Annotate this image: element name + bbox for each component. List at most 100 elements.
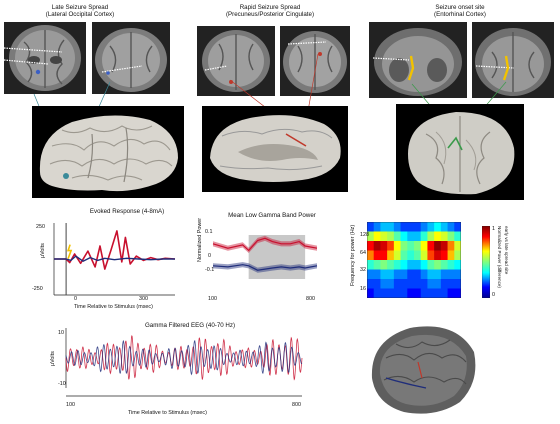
brain-3d-render — [366, 318, 480, 420]
gamma-power-ytick-neg: -0.1 — [205, 267, 215, 273]
heatmap-cell — [427, 231, 435, 242]
evoked-xtick-300: 300 — [139, 296, 148, 302]
heatmap-cell — [380, 231, 388, 242]
heatmap-cell — [447, 231, 455, 242]
heatmap-cell — [420, 269, 428, 280]
mri-slice-late-2 — [92, 22, 170, 94]
brain-surface-ventral — [396, 104, 524, 200]
gamma-power-ytick-0: 0 — [208, 253, 211, 259]
heatmap-cell — [387, 269, 395, 280]
heatmap-cell — [380, 269, 388, 280]
heatmap-cell — [393, 260, 401, 270]
heatmap-cell — [434, 288, 442, 298]
heatmap-cell — [440, 288, 448, 298]
gamma-eeg-series-red — [65, 335, 303, 381]
heatmap-cell — [393, 269, 401, 280]
heatmap-cell — [427, 241, 435, 251]
heatmap-cell — [420, 231, 428, 242]
heatmap-cell — [400, 222, 408, 232]
heatmap-cell — [447, 241, 455, 251]
heatmap-cell — [414, 231, 422, 242]
gamma-eeg-xtick-100: 100 — [66, 402, 75, 408]
heatmap-cell — [440, 269, 448, 280]
gamma-power-ytick-1: 0.1 — [205, 229, 213, 235]
evoked-series-blue — [54, 255, 175, 262]
heatmap-cell — [380, 241, 388, 251]
evoked-plot-area — [54, 230, 176, 270]
caption-onset-title: Seizure onset site — [435, 4, 485, 11]
heatmap-cell — [367, 269, 375, 280]
stimulus-bolt-icon — [66, 244, 73, 259]
heatmap-ytick-32: 32 — [360, 267, 366, 273]
heatmap-cell — [420, 241, 428, 251]
heatmap-cell — [393, 241, 401, 251]
heatmap-cell — [407, 241, 415, 251]
heatmap-cell — [414, 260, 422, 270]
heatmap-cell — [447, 279, 455, 289]
caption-late-title: Late Seizure Spread — [51, 4, 109, 11]
gamma-eeg-chart — [65, 328, 303, 397]
heatmap-cell — [373, 279, 381, 289]
heatmap-cell — [427, 279, 435, 289]
heatmap-cell — [393, 288, 401, 298]
heatmap-cell — [447, 222, 455, 232]
heatmap-cell — [380, 279, 388, 289]
heatmap-cell — [373, 260, 381, 270]
heatmap-cell — [367, 288, 375, 298]
heatmap-cell — [407, 222, 415, 232]
heatmap-cell — [407, 288, 415, 298]
heatmap-cell — [367, 231, 375, 242]
heatmap-cell — [373, 222, 381, 232]
gamma-power-xtick-100: 100 — [208, 296, 217, 302]
caption-rapid-seizure-spread: Rapid Seizure Spread (Precuneus/Posterio… — [200, 4, 340, 19]
heatmap-cell — [427, 250, 435, 261]
heatmap-cell — [373, 288, 381, 298]
heatmap-cell — [454, 241, 461, 251]
heatmap-cell — [434, 260, 442, 270]
gamma-eeg-ytick-bottom: -10 — [58, 381, 66, 387]
colorbar-label-1: Normalized Power (difference) — [497, 226, 502, 288]
heatmap-ytick-128: 128 — [360, 232, 369, 238]
heatmap-cell — [447, 250, 455, 261]
caption-rapid-subtitle: (Precuneus/Posterior Cingulate) — [225, 11, 315, 19]
heatmap-cell — [367, 222, 375, 232]
heatmap-cell — [380, 288, 388, 298]
heatmap-cell — [427, 260, 435, 270]
colorbar-tick-0: 0 — [492, 292, 495, 298]
heatmap-cell — [420, 250, 428, 261]
heatmap-cell — [414, 279, 422, 289]
evoked-response-chart — [53, 223, 176, 296]
heatmap-cell — [414, 222, 422, 232]
heatmap-cell — [367, 241, 375, 251]
frequency-heatmap — [367, 222, 461, 298]
heatmap-cell — [440, 231, 448, 242]
mri-slice-rapid-2 — [280, 26, 350, 96]
heatmap-cell — [454, 222, 461, 232]
heatmap-cell — [373, 250, 381, 261]
heatmap-cell — [387, 279, 395, 289]
caption-seizure-onset: Seizure onset site (Entorhinal Cortex) — [400, 4, 520, 19]
evoked-ylabel: µVolts — [40, 243, 46, 258]
mri-slice-onset-1 — [369, 22, 467, 98]
gamma-eeg-xtick-800: 800 — [292, 402, 301, 408]
mri-slice-onset-2 — [472, 22, 554, 98]
heatmap-cell — [434, 222, 442, 232]
heatmap-cell — [440, 241, 448, 251]
gamma-power-chart — [212, 235, 318, 279]
heatmap-cell — [454, 279, 461, 289]
heatmap-ytick-64: 64 — [360, 250, 366, 256]
heatmap-cell — [400, 288, 408, 298]
heatmap-cell — [400, 260, 408, 270]
heatmap-cell — [427, 288, 435, 298]
colorbar-label-2: early vs late spread site — [504, 226, 509, 275]
gamma-eeg-ylabel: µVolts — [50, 351, 56, 366]
evoked-ytick-top: 250 — [36, 224, 45, 230]
brain-surface-lateral — [32, 106, 184, 198]
heatmap-cell — [414, 269, 422, 280]
heatmap-cell — [400, 241, 408, 251]
caption-late-seizure-spread: Late Seizure Spread (Lateral Occipital C… — [20, 4, 140, 19]
gamma-power-series-red — [212, 237, 318, 252]
heatmap-cell — [400, 250, 408, 261]
evoked-xtick-0: 0 — [74, 296, 77, 302]
heatmap-cell — [447, 269, 455, 280]
